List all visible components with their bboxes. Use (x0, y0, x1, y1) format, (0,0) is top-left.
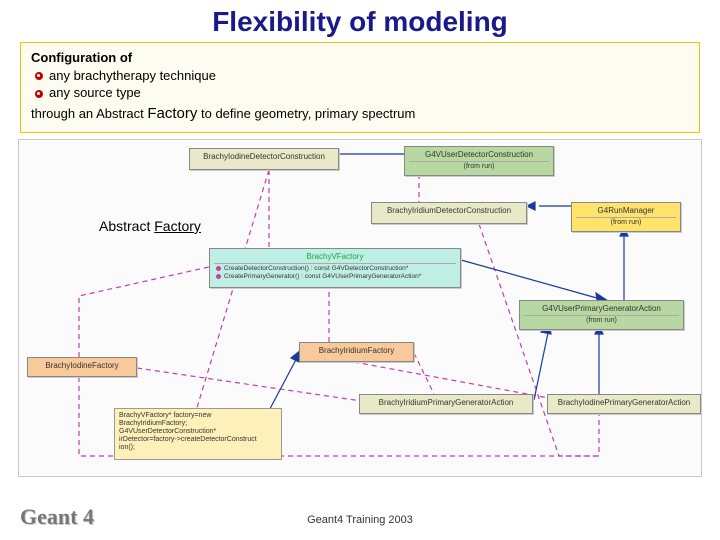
config-bullet-1: any brachytherapy technique (35, 67, 689, 85)
through-ab2: Factory (147, 105, 197, 122)
through-post: to define geometry, primary spectrum (197, 106, 415, 121)
config-bullet-1-text: any brachytherapy technique (49, 68, 216, 83)
through-ab1: Abstract (96, 106, 147, 121)
uml-box-g4vUserPGA: G4VUserPrimaryGeneratorAction(from run) (519, 300, 684, 330)
footer-text: Geant4 Training 2003 (0, 514, 720, 526)
abstract-factory-label: Abstract Factory (99, 218, 201, 234)
uml-box-brachyIridiumPGA: BrachyIridiumPrimaryGeneratorAction (359, 394, 533, 414)
through-pre: through an (31, 106, 96, 121)
config-box: Configuration of any brachytherapy techn… (20, 42, 700, 133)
uml-box-brachyIodinePGA: BrachyIodinePrimaryGeneratorAction (547, 394, 701, 414)
uml-diagram: Abstract Factory BrachyIodineDetectorCon… (18, 139, 702, 477)
uml-box-brachyIodineFac: BrachyIodineFactory (27, 357, 137, 377)
config-heading: Configuration of (31, 49, 689, 67)
config-through: through an Abstract Factory to define ge… (31, 104, 689, 124)
code-note: BrachyVFactory* factory=new BrachyIridiu… (114, 408, 282, 460)
config-bullet-2-text: any source type (49, 85, 141, 100)
page-title: Flexibility of modeling (0, 0, 720, 38)
bullet-icon (35, 72, 43, 80)
af-word2: Factory (154, 218, 201, 234)
uml-box-g4vUserDC: G4VUserDetectorConstruction(from run) (404, 146, 554, 176)
uml-box-brachyVFactory: BrachyVFactoryCreateDetectorConstruction… (209, 248, 461, 288)
af-word1: Abstract (99, 218, 154, 234)
uml-box-g4RunManager: G4RunManager(from run) (571, 202, 681, 232)
uml-box-brachyIodineDC: BrachyIodineDetectorConstruction (189, 148, 339, 170)
bullet-icon (35, 90, 43, 98)
config-bullet-2: any source type (35, 84, 689, 102)
uml-box-brachyIridiumFac: BrachyIridiumFactory (299, 342, 414, 362)
uml-box-brachyIridiumDC: BrachyIridiumDetectorConstruction (371, 202, 527, 224)
